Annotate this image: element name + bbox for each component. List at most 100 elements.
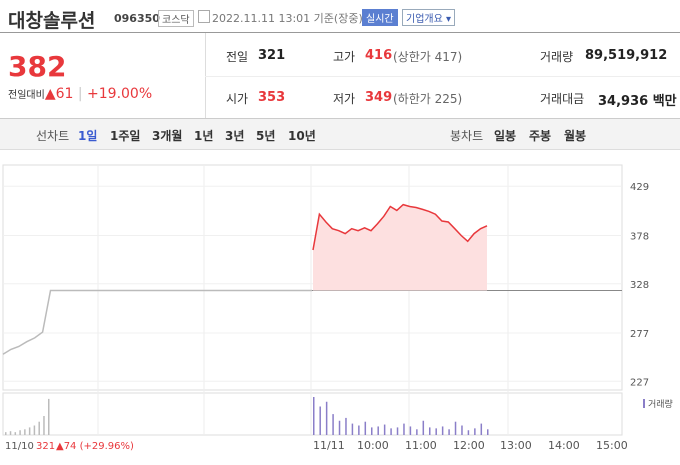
cell-value: 349 [365,90,393,105]
volume-bar [403,423,405,435]
volume-frame [2,392,623,436]
cell-note: (하한가 225) [393,92,463,106]
volume-bar [351,423,354,435]
calendar-icon [198,10,210,23]
prev-price-line [2,289,312,355]
change: ▲61 [44,86,74,102]
legend-label: 거래량 [648,398,673,410]
volume-bar [474,428,476,435]
volume-bar [313,397,315,435]
volume-bar [38,421,40,435]
stock-code: 096350 [114,12,160,25]
tab[interactable]: 3년 [225,129,245,143]
volume-bar [390,428,392,435]
tab[interactable]: 10년 [288,129,316,143]
volume-bar [48,398,50,435]
rate: +19.00% [87,86,153,102]
company-button[interactable]: 기업개요 ▾ [402,9,456,26]
price-area [313,204,487,291]
volume-bar [441,426,444,435]
volume-bar [467,430,470,435]
x-tick-label: 11/11 [313,439,345,452]
prev-close: 321 [36,441,55,452]
volume-bar [487,429,489,435]
x-tick-label: 12:00 [453,439,485,452]
volume-bar [325,401,328,435]
cell-value: 89,519,912 [585,48,668,63]
volume-bar [345,417,347,435]
cell-value: 416 [365,48,393,63]
price-box [0,33,206,118]
tab[interactable]: 1주일 [110,129,141,143]
x-tick-label: 10:00 [357,439,389,452]
row-divider [205,76,680,77]
plot-frame [2,164,623,391]
cell-label: 전일 [226,50,249,64]
volume-bar [358,425,360,435]
volume-bar [319,406,321,435]
price-line [312,203,488,251]
volume-bar [383,424,386,435]
y-tick-label: 277 [630,329,649,340]
divider [0,32,680,33]
volume-bar [28,427,31,435]
tab[interactable]: 3개월 [152,129,183,143]
volume-bar [5,432,7,435]
prev-change: ▲74 (+29.96%) [56,441,134,452]
tab[interactable]: 월봉 [564,129,587,143]
y-tick-label: 328 [630,280,649,291]
x-tick-label: 14:00 [548,439,580,452]
stock-name: 대창솔루션 [8,10,96,32]
y-tick-label: 429 [630,182,649,193]
tab[interactable]: 5년 [256,129,276,143]
tab[interactable]: 1일 [78,129,98,143]
volume-bar [461,425,463,435]
x-tick-label: 11:00 [405,439,437,452]
volume-bar [454,421,457,435]
volume-bar [422,420,425,435]
volume-bar [24,429,26,435]
volume-bar [9,431,12,435]
realtime-button[interactable]: 실시간 [362,9,398,26]
change-label: 전일대비 [8,90,45,101]
volume-bar [338,420,341,435]
legend-swatch [643,399,645,408]
volume-bar [19,430,21,435]
cell-label: 거래량 [540,50,574,64]
cell-label: 고가 [333,50,356,64]
volume-bar [14,432,17,435]
volume-bar [33,425,36,435]
change-line: 전일대비▲61 | +19.00% [8,86,153,102]
volume-bar [371,427,373,435]
cell-note: (상한가 417) [393,50,463,64]
volume-bar [409,426,412,435]
volume-bar [43,416,45,435]
cell-label: 거래대금 [540,92,585,106]
volume-bar [416,429,418,435]
chart: 227 277 328 378 429 거래량 11/10 321 ▲74 (+29.96%) 1… [2,164,673,452]
tab-label: 봉차트 [450,129,484,143]
tab[interactable]: 주봉 [529,129,552,143]
tab[interactable]: 일봉 [494,129,517,143]
current-price: 382 [8,50,67,83]
volume-bar [448,429,450,435]
cell-value: 353 [258,90,286,105]
tab[interactable]: 1년 [194,129,214,143]
tab-label: 선차트 [36,129,70,143]
x-tick-label: 15:00 [596,439,628,452]
cell-value: 321 [258,48,286,63]
volume-bar [396,427,399,435]
y-tick-label: 227 [630,377,649,388]
cell-label: 저가 [333,92,356,106]
market-badge: 코스닥 [158,10,194,27]
prev-date: 11/10 [5,441,34,452]
y-tick-label: 378 [630,231,649,242]
volume-bar [332,414,334,435]
volume-bar [435,428,437,435]
volume-bar [377,426,379,435]
volume-bar [429,427,431,435]
volume-bar [480,423,483,435]
cell-value: 34,936 백만 [598,94,677,109]
company-label: 기업개요 [406,14,443,25]
